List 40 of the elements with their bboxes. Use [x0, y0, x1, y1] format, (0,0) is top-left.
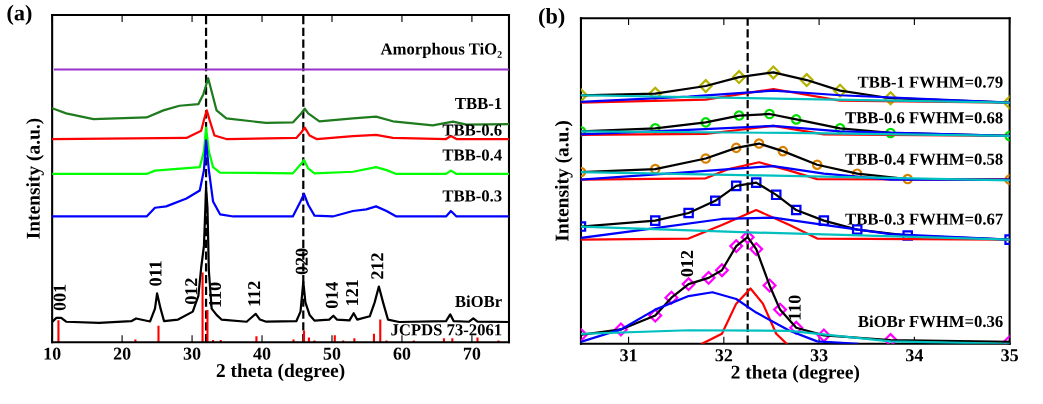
x-tick-label: 32 — [715, 349, 733, 362]
chart-title: (a) — [7, 4, 32, 26]
x-axis-title: 2 theta (degree) — [731, 365, 860, 383]
series-label: TBB-0.6 — [442, 124, 502, 136]
x-tick-label: 35 — [1001, 349, 1018, 362]
series-label: TBB-0.3 FWHM=0.67 — [845, 213, 1003, 225]
x-axis-title: 2 theta (degree) — [216, 363, 345, 382]
series-label: TBB-0.4 — [442, 149, 502, 161]
x-tick-label: 10 — [44, 347, 61, 360]
x-tick-label: 30 — [183, 347, 201, 360]
series-label: TBB-0.6 FWHM=0.68 — [845, 112, 1003, 124]
x-tick-label: 34 — [906, 349, 924, 362]
annotation: 112 — [248, 281, 261, 306]
x-tick-label: 60 — [393, 347, 411, 360]
series-label: TBB-1 FWHM=0.79 — [857, 76, 1003, 88]
x-tick-label: 40 — [253, 347, 271, 360]
annotation: 212 — [371, 253, 384, 279]
annotation: 020 — [295, 248, 308, 275]
series-label: TBB-1 — [455, 97, 502, 109]
series-label: JCPDS 73-2061 — [391, 324, 502, 336]
annotation: 001 — [53, 284, 66, 311]
x-tick-label: 70 — [463, 347, 481, 360]
series-label: TBB-0.4 FWHM=0.58 — [845, 153, 1003, 165]
series-label: BiOBr FWHM=0.36 — [858, 315, 1003, 328]
annotation: 014 — [325, 282, 338, 309]
x-tick-label: 33 — [810, 349, 828, 362]
series-label: Amorphous TiO₂ — [380, 42, 502, 58]
series-label: TBB-0.3 — [442, 190, 502, 202]
annotation: 121 — [346, 280, 359, 305]
x-tick-label: 50 — [323, 347, 341, 360]
annotation: 011 — [149, 261, 162, 286]
annotation: 012 — [185, 278, 198, 305]
annotation: 012 — [680, 250, 694, 277]
y-axis-title: Intensity (a.u.) — [26, 118, 44, 239]
x-tick-label: 31 — [620, 349, 637, 362]
annotation: 110 — [788, 295, 801, 320]
chart-title: (b) — [539, 8, 565, 29]
series-label: BiOBr — [455, 295, 502, 308]
y-axis-title: Intensity (a.u.) — [554, 121, 573, 242]
x-tick-label: 20 — [113, 347, 131, 360]
